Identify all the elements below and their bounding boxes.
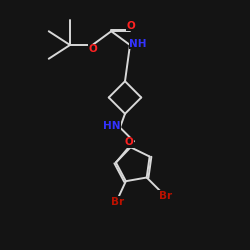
Text: HN: HN — [103, 121, 121, 131]
Text: NH: NH — [129, 39, 147, 49]
Text: O: O — [125, 137, 134, 147]
Text: O: O — [88, 44, 97, 54]
Text: Br: Br — [159, 191, 172, 201]
Text: Br: Br — [110, 197, 124, 207]
Text: O: O — [127, 21, 136, 31]
